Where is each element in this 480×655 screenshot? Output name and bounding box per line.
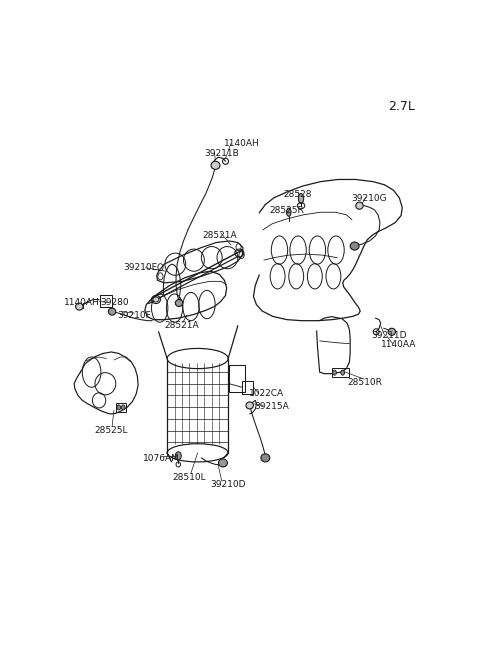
Text: 39210D: 39210D xyxy=(211,479,246,489)
Text: 39280: 39280 xyxy=(101,298,130,307)
Bar xyxy=(332,368,349,377)
Text: 28525L: 28525L xyxy=(95,426,128,435)
Ellipse shape xyxy=(350,242,359,250)
Ellipse shape xyxy=(175,452,181,460)
Text: 39215A: 39215A xyxy=(254,402,288,411)
Text: 1140AH: 1140AH xyxy=(225,139,260,147)
Text: 28510L: 28510L xyxy=(173,472,206,481)
Text: 39210F: 39210F xyxy=(118,311,151,320)
Text: 28521A: 28521A xyxy=(203,231,237,240)
Text: 28521A: 28521A xyxy=(165,321,199,330)
Text: 28510R: 28510R xyxy=(348,378,383,386)
Ellipse shape xyxy=(388,328,396,335)
Ellipse shape xyxy=(117,405,120,410)
Ellipse shape xyxy=(153,297,159,302)
Text: 1140AH: 1140AH xyxy=(64,298,100,307)
Text: 39210E: 39210E xyxy=(123,263,157,272)
Ellipse shape xyxy=(261,454,270,462)
Text: 28525R: 28525R xyxy=(270,206,304,215)
Text: 1022CA: 1022CA xyxy=(249,389,284,398)
Text: 39211B: 39211B xyxy=(204,149,239,158)
Ellipse shape xyxy=(333,370,336,375)
Ellipse shape xyxy=(246,402,253,409)
Ellipse shape xyxy=(121,405,125,410)
Text: 28528: 28528 xyxy=(284,190,312,199)
Ellipse shape xyxy=(175,299,183,307)
Text: 39210G: 39210G xyxy=(351,194,386,203)
Ellipse shape xyxy=(76,303,83,310)
Ellipse shape xyxy=(287,208,291,216)
Text: 1140AA: 1140AA xyxy=(381,341,416,349)
Text: 39211D: 39211D xyxy=(372,331,407,341)
Ellipse shape xyxy=(299,194,304,204)
Text: 2.7L: 2.7L xyxy=(388,100,415,113)
Ellipse shape xyxy=(356,202,363,209)
Ellipse shape xyxy=(108,308,116,315)
Bar xyxy=(242,381,253,394)
Bar xyxy=(116,403,126,413)
Bar xyxy=(229,365,245,392)
Ellipse shape xyxy=(211,161,220,170)
Ellipse shape xyxy=(341,370,345,375)
Ellipse shape xyxy=(218,459,228,467)
Text: 1076AM: 1076AM xyxy=(143,454,180,463)
Bar xyxy=(100,295,112,307)
